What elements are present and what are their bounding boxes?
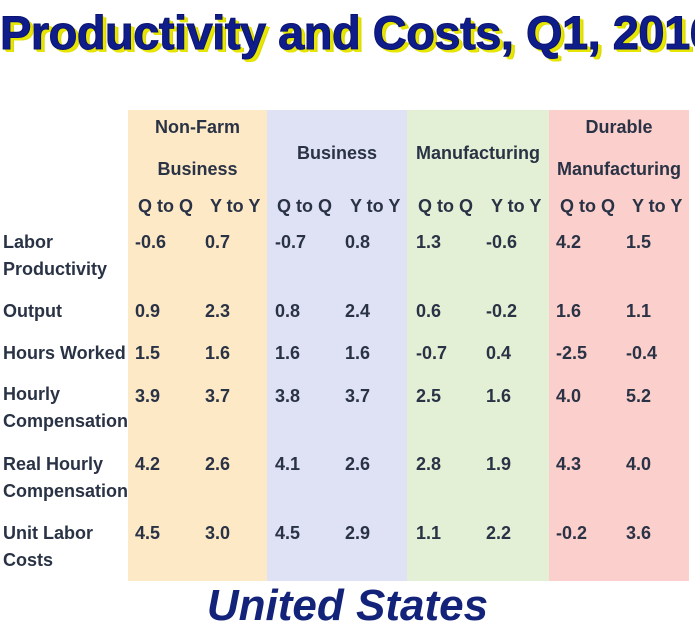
table-cell: 2.9	[345, 523, 371, 543]
group-header-line1: Business	[296, 143, 378, 163]
group-header-nonfarm: Non-Farm Business	[128, 106, 267, 190]
table-cell: 1.3	[416, 232, 442, 252]
table-cell: 3.9	[135, 386, 161, 406]
subheader-y-to-y: Y to Y	[491, 196, 542, 216]
group-header-business: Business	[267, 143, 407, 163]
table-cell: 2.3	[205, 301, 231, 321]
subheader-y-to-y: Y to Y	[350, 196, 401, 216]
table-cell: 1.1	[416, 523, 442, 543]
row-label-line1: Real Hourly	[3, 454, 104, 474]
table-cell: 3.7	[345, 386, 371, 406]
subheader-q-to-q: Q to Q	[560, 196, 615, 216]
table-cell: 2.5	[416, 386, 442, 406]
table-cell: -0.4	[626, 343, 658, 363]
table-cell: 4.2	[135, 454, 161, 474]
table-cell: 0.9	[135, 301, 161, 321]
table-cell: 0.4	[486, 343, 512, 363]
durable-manufacturing-column-background	[549, 110, 689, 581]
table-cell: 1.5	[626, 232, 652, 252]
nonfarm-column-background	[128, 110, 267, 581]
table-cell: 0.8	[345, 232, 371, 252]
table-cell: 2.6	[205, 454, 231, 474]
row-label-unit-labor-costs: Unit Labor Costs	[3, 520, 93, 574]
table-cell: 3.7	[205, 386, 231, 406]
group-header-durable-manufacturing: Durable Manufacturing	[549, 106, 689, 190]
table-cell: 1.6	[556, 301, 582, 321]
table-cell: 0.6	[416, 301, 442, 321]
group-header-line1: Durable	[585, 117, 653, 137]
subheader-y-to-y: Y to Y	[632, 196, 683, 216]
table-cell: -0.7	[416, 343, 448, 363]
row-label-labor-productivity: Labor Productivity	[3, 229, 107, 283]
row-label-line2: Costs	[3, 550, 54, 570]
table-cell: -0.7	[275, 232, 307, 252]
table-cell: 2.2	[486, 523, 512, 543]
group-header-line2: Business	[157, 159, 238, 179]
group-header-line1: Non-Farm	[155, 117, 240, 137]
table-cell: 1.6	[205, 343, 231, 363]
table-cell: 0.8	[275, 301, 301, 321]
table-cell: 3.0	[205, 523, 231, 543]
table-cell: 2.4	[345, 301, 371, 321]
footer-country: United States	[206, 581, 489, 630]
subheader-q-to-q: Q to Q	[418, 196, 473, 216]
table-cell: 1.9	[486, 454, 512, 474]
subheader-q-to-q: Q to Q	[277, 196, 332, 216]
table-cell: 3.8	[275, 386, 301, 406]
row-label-line2: Compensation	[3, 411, 129, 431]
table-cell: 1.6	[486, 386, 512, 406]
row-label-line2: Compensation	[3, 481, 129, 501]
row-label-line1: Hours Worked	[3, 343, 126, 363]
row-label-output: Output	[3, 298, 62, 325]
business-column-background	[267, 110, 407, 581]
table-cell: 4.2	[556, 232, 582, 252]
row-label-hourly-compensation: Hourly Compensation	[3, 381, 128, 435]
table-cell: 4.0	[556, 386, 582, 406]
row-label-line1: Output	[3, 301, 62, 321]
group-header-manufacturing: Manufacturing	[407, 143, 549, 163]
table-cell: -0.2	[486, 301, 518, 321]
table-cell: 5.2	[626, 386, 652, 406]
row-label-line1: Unit Labor	[3, 523, 93, 543]
table-cell: 0.7	[205, 232, 231, 252]
manufacturing-column-background	[407, 110, 549, 581]
subheader-y-to-y: Y to Y	[210, 196, 261, 216]
table-cell: -0.6	[486, 232, 518, 252]
row-label-real-hourly-compensation: Real Hourly Compensation	[3, 451, 128, 505]
table-cell: 4.1	[275, 454, 301, 474]
group-header-line1: Manufacturing	[416, 143, 540, 163]
page-title: Productivity and Costs, Q1, 2016	[0, 6, 695, 60]
table-cell: 2.8	[416, 454, 442, 474]
group-header-line2: Manufacturing	[557, 159, 681, 179]
table-cell: 1.1	[626, 301, 652, 321]
table-cell: 4.5	[275, 523, 301, 543]
table-cell: 2.6	[345, 454, 371, 474]
table-cell: 3.6	[626, 523, 652, 543]
table-cell: 4.5	[135, 523, 161, 543]
row-label-line1: Hourly	[3, 384, 61, 404]
table-cell: 1.6	[275, 343, 301, 363]
table-cell: -2.5	[556, 343, 588, 363]
table-cell: 1.5	[135, 343, 161, 363]
row-label-line1: Labor	[3, 232, 54, 252]
table-cell: 4.3	[556, 454, 582, 474]
subheader-q-to-q: Q to Q	[138, 196, 193, 216]
row-label-hours-worked: Hours Worked	[3, 340, 126, 367]
row-label-line2: Productivity	[3, 259, 108, 279]
table-cell: -0.6	[135, 232, 167, 252]
table-cell: 4.0	[626, 454, 652, 474]
table-cell: -0.2	[556, 523, 588, 543]
table-cell: 1.6	[345, 343, 371, 363]
